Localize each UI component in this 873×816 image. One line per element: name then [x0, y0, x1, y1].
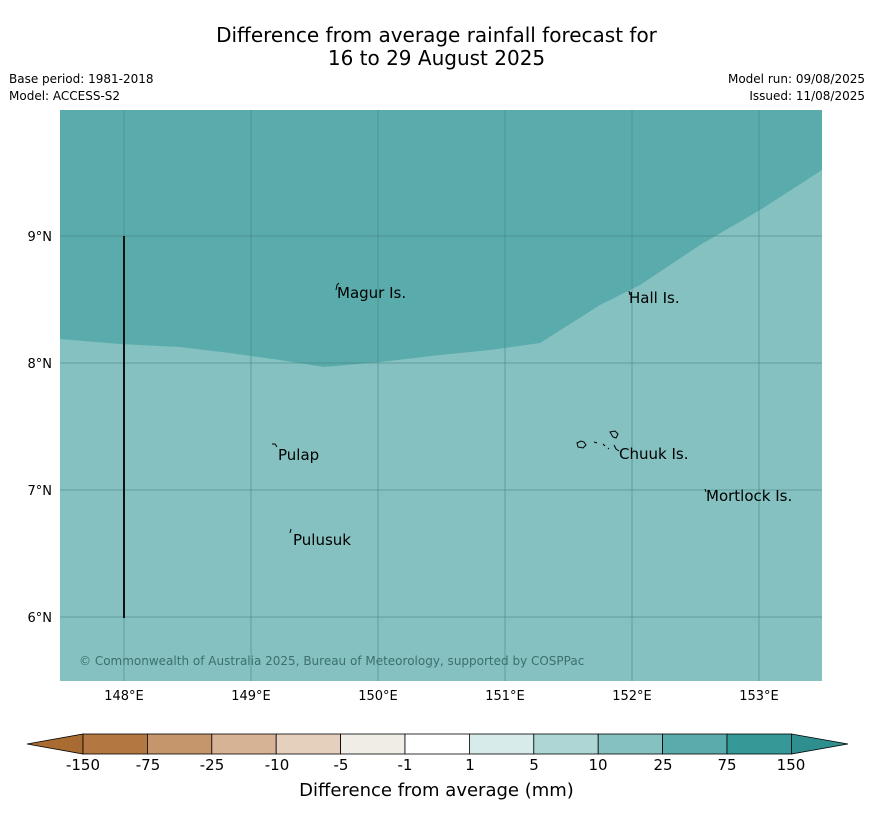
colorbar-segment	[468, 733, 535, 755]
place-label-chuuk: Chuuk Is.	[619, 445, 688, 463]
colorbar-label: -150	[65, 756, 101, 774]
island-shapes	[272, 282, 707, 534]
colorbar-label: -10	[264, 756, 290, 774]
colorbar-segment	[211, 733, 277, 755]
pulusuk-island-shape	[289, 528, 292, 534]
colorbar-label: 1	[465, 756, 475, 774]
colorbar-label: -25	[199, 756, 225, 774]
copyright-text: © Commonwealth of Australia 2025, Bureau…	[79, 654, 584, 668]
colorbar-segment	[404, 733, 470, 755]
lat-label-6: 6°N	[28, 611, 53, 626]
colorbar-segment	[726, 733, 792, 755]
colorbar-segment	[662, 733, 728, 755]
place-labels: Magur Is. Hall Is. Pulap Chuuk Is. Mortl…	[278, 284, 792, 549]
pulap-island-shape	[272, 443, 278, 448]
colorbar-segment	[340, 733, 406, 755]
map-wet-band	[60, 110, 822, 367]
lon-label-148: 148°E	[104, 689, 144, 704]
colorbar-label: 75	[717, 756, 737, 774]
meta-left: Base period: 1981-2018 Model: ACCESS-S2	[9, 71, 154, 105]
colorbar-label: 5	[529, 756, 539, 774]
place-label-mortlock: Mortlock Is.	[706, 487, 792, 505]
colorbar-extension-low	[26, 733, 84, 755]
place-label-hall: Hall Is.	[629, 289, 680, 307]
hall-island-shape	[628, 290, 631, 296]
colorbar-segment	[82, 733, 148, 755]
lon-label-153: 153°E	[739, 689, 779, 704]
colorbar-segment	[275, 733, 342, 755]
colorbar-segment	[597, 733, 664, 755]
place-label-magur: Magur Is.	[337, 284, 406, 302]
colorbar-label: 25	[653, 756, 673, 774]
colorbar-label: 10	[588, 756, 608, 774]
colorbar	[26, 733, 849, 755]
lat-axis-labels: 9°N 8°N 7°N 6°N	[28, 230, 53, 626]
colorbar-segment	[533, 733, 599, 755]
lat-label-7: 7°N	[28, 484, 53, 499]
lat-label-9: 9°N	[28, 230, 53, 245]
model-text: Model: ACCESS-S2	[9, 89, 121, 103]
colorbar-extension-high	[791, 733, 849, 755]
lon-label-151: 151°E	[485, 689, 525, 704]
issued-text: Issued: 11/08/2025	[749, 89, 865, 103]
magur-island-shape	[335, 282, 340, 291]
lon-label-152: 152°E	[612, 689, 652, 704]
chuuk-island-shapes	[576, 430, 620, 452]
place-label-pulusuk: Pulusuk	[293, 531, 351, 549]
lon-label-149: 149°E	[231, 689, 271, 704]
colorbar-segment	[146, 733, 213, 755]
place-label-pulap: Pulap	[278, 446, 319, 464]
map-title-line-1: Difference from average rainfall forecas…	[216, 23, 657, 47]
colorbar-label: -1	[397, 756, 413, 774]
meta-right: Model run: 09/08/2025 Issued: 11/08/2025	[728, 71, 865, 105]
colorbar-label: -75	[135, 756, 161, 774]
lat-label-8: 8°N	[28, 357, 53, 372]
map-title-line-2: 16 to 29 August 2025	[327, 46, 546, 70]
colorbar-label: -5	[333, 756, 349, 774]
base-period-text: Base period: 1981-2018	[9, 72, 154, 86]
lon-label-150: 150°E	[358, 689, 398, 704]
model-run-text: Model run: 09/08/2025	[727, 72, 865, 86]
mortlock-island-shape	[704, 488, 707, 493]
lon-axis-labels: 148°E 149°E 150°E 151°E 152°E 153°E	[104, 689, 779, 704]
colorbar-label: 150	[776, 756, 806, 774]
colorbar-title: Difference from average (mm)	[299, 780, 574, 801]
